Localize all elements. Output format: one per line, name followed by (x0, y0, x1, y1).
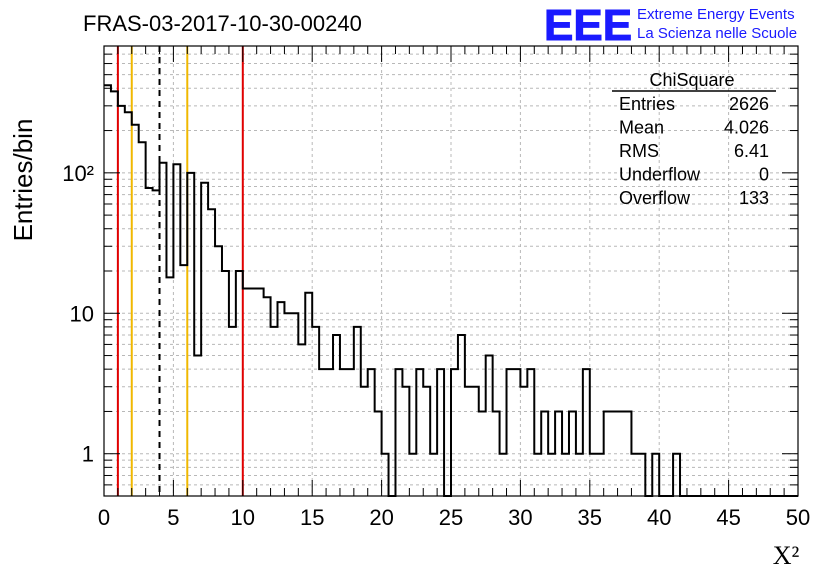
x-tick-label: 25 (439, 505, 463, 530)
x-tick-label: 15 (300, 505, 324, 530)
stats-label: RMS (619, 141, 659, 161)
stats-value: 6.41 (734, 141, 769, 161)
histogram-outline (104, 84, 798, 497)
stats-box: ChiSquare Entries 2626 Mean 4.026 RMS 6.41 Und… (612, 70, 776, 208)
x-tick-label: 30 (508, 505, 532, 530)
stats-value: 4.026 (724, 118, 769, 138)
x-tick-label: 0 (98, 505, 110, 530)
x-tick-label: 5 (167, 505, 179, 530)
stats-label: Entries (619, 94, 675, 114)
y-tick-label: 10² (62, 161, 94, 186)
stats-title: ChiSquare (649, 70, 734, 90)
stats-label: Mean (619, 118, 664, 138)
logo-line-2: La Scienza nelle Scuole (637, 25, 797, 42)
eee-logo: EEE (544, 1, 632, 50)
stats-value: 0 (759, 165, 769, 185)
logo-line-1: Extreme Energy Events (637, 6, 795, 23)
x-tick-label: 50 (786, 505, 810, 530)
x-tick-label: 40 (647, 505, 671, 530)
stats-label: Overflow (619, 188, 691, 208)
x-tick-label: 10 (231, 505, 255, 530)
axes: 0 5 10 15 20 25 30 35 40 45 50 1 10 10² (62, 45, 810, 530)
y-tick-label: 1 (82, 442, 94, 467)
x-tick-label: 20 (369, 505, 393, 530)
stats-label: Underflow (619, 165, 701, 185)
y-tick-label: 10 (70, 301, 94, 326)
x-axis-label: X² (773, 541, 800, 570)
x-tick-label: 35 (578, 505, 602, 530)
grid (104, 46, 798, 496)
x-tick-label: 45 (716, 505, 740, 530)
y-axis-label: Entries/bin (8, 119, 38, 242)
stats-value: 133 (739, 188, 769, 208)
stats-value: 2626 (729, 94, 769, 114)
chart-title: FRAS-03-2017-10-30-00240 (83, 11, 362, 36)
